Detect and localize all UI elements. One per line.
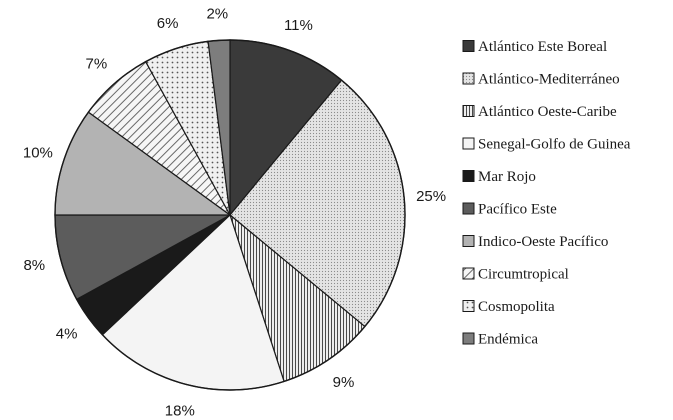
legend-label: Senegal-Golfo de Guinea bbox=[478, 137, 631, 153]
legend-label: Mar Rojo bbox=[478, 169, 536, 185]
legend-item-circumtropical: Circumtropical bbox=[462, 267, 569, 283]
legend-swatch bbox=[462, 202, 475, 215]
percent-label-endemica: 2% bbox=[206, 5, 228, 22]
legend-item-cosmopolita: Cosmopolita bbox=[462, 299, 555, 315]
percent-label-atlantico-oeste-caribe: 9% bbox=[333, 374, 355, 391]
legend-label: Atlántico Oeste-Caribe bbox=[478, 104, 617, 120]
percent-label-senegal-golfo-de-guinea: 18% bbox=[165, 403, 195, 420]
legend-swatch bbox=[462, 105, 475, 117]
legend-label: Atlántico Este Boreal bbox=[478, 39, 607, 55]
pie-slices bbox=[54, 39, 406, 391]
legend-label: Atlántico-Mediterráneo bbox=[478, 72, 620, 88]
percent-label-atlantico-este-boreal: 11% bbox=[284, 17, 313, 34]
legend-label: Circumtropical bbox=[478, 267, 569, 283]
legend-swatch bbox=[462, 300, 475, 312]
legend-swatch bbox=[462, 72, 475, 85]
legend-swatch bbox=[462, 40, 475, 52]
legend-item-senegal-golfo-de-guinea: Senegal-Golfo de Guinea bbox=[462, 137, 631, 153]
percent-label-pacifico-este: 8% bbox=[23, 257, 45, 274]
legend-item-atlantico-oeste-caribe: Atlántico Oeste-Caribe bbox=[462, 104, 617, 120]
legend-swatch bbox=[462, 267, 475, 280]
percent-label-circumtropical: 7% bbox=[86, 56, 108, 73]
legend-swatch bbox=[462, 235, 475, 247]
legend-item-atlantico-mediterraneo: Atlántico-Mediterráneo bbox=[462, 72, 620, 88]
percent-label-indico-oeste-pacifico: 10% bbox=[23, 145, 53, 162]
percent-label-mar-rojo: 4% bbox=[56, 326, 78, 343]
legend-label: Pacífico Este bbox=[478, 202, 557, 218]
legend-item-mar-rojo: Mar Rojo bbox=[462, 169, 536, 185]
legend-item-atlantico-este-boreal: Atlántico Este Boreal bbox=[462, 39, 607, 55]
percent-label-cosmopolita: 6% bbox=[157, 15, 179, 32]
percent-labels: 11% 25% 9% 18% 4% 8% 10% 7% 6% 2% bbox=[23, 5, 446, 419]
legend-swatch bbox=[462, 170, 475, 182]
legend-label: Indico-Oeste Pacífico bbox=[478, 234, 608, 250]
legend-swatch bbox=[462, 137, 475, 150]
legend-swatch bbox=[462, 332, 475, 345]
legend: Atlántico Este Boreal Atlántico-Mediterrá… bbox=[462, 39, 631, 348]
legend-label: Endémica bbox=[478, 332, 538, 348]
legend-label: Cosmopolita bbox=[478, 299, 555, 315]
percent-label-atlantico-mediterraneo: 25% bbox=[416, 188, 446, 205]
legend-item-endemica: Endémica bbox=[462, 332, 538, 348]
pie-outline bbox=[54, 39, 406, 391]
legend-item-indico-oeste-pacifico: Indico-Oeste Pacífico bbox=[462, 234, 608, 250]
legend-item-pacifico-este: Pacífico Este bbox=[462, 202, 557, 218]
